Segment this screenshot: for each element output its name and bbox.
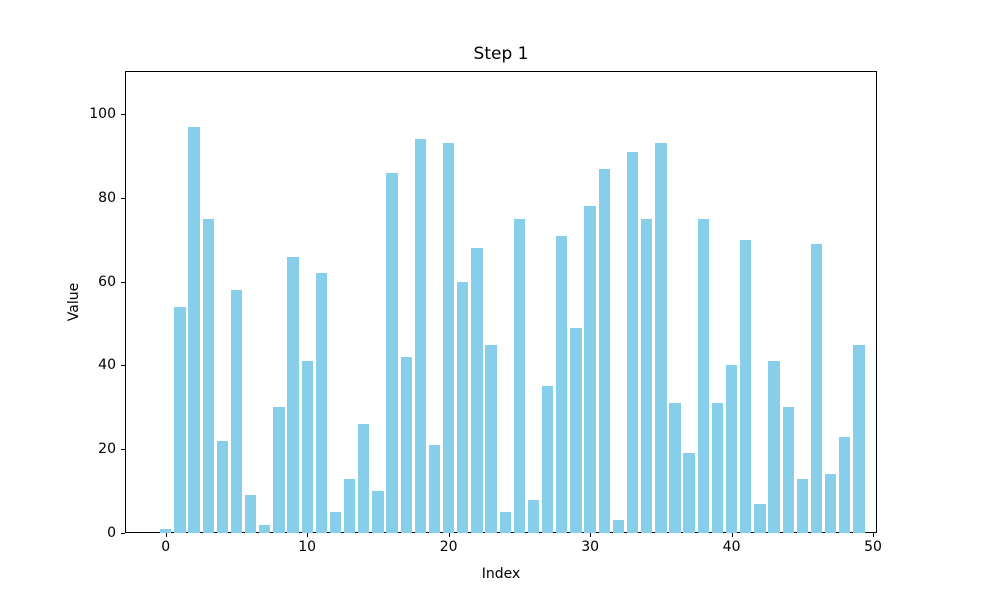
bar-32 (612, 520, 625, 533)
x-tick-label-10: 10 (298, 539, 317, 555)
bar-28 (556, 235, 568, 533)
bar-22 (471, 248, 483, 533)
y-tick-mark-0 (121, 533, 125, 534)
bar-34 (641, 218, 653, 533)
x-tick-mark-40 (731, 533, 733, 537)
bar-41 (740, 239, 752, 533)
bar-10 (301, 361, 313, 533)
x-tick-mark-50 (873, 533, 875, 537)
bar-39 (711, 403, 724, 533)
bar-35 (655, 143, 667, 533)
bar-45 (796, 478, 808, 533)
bar-44 (782, 407, 794, 533)
y-tick-label-0: 0 (107, 525, 116, 541)
bar-4 (216, 440, 228, 533)
x-tick-label-30: 30 (581, 539, 600, 555)
y-tick-label-60: 60 (98, 273, 116, 290)
bar-21 (457, 281, 469, 533)
bar-11 (315, 273, 327, 533)
bar-29 (570, 327, 582, 533)
bar-42 (754, 503, 766, 533)
bar-1 (174, 306, 186, 533)
bar-27 (542, 386, 554, 533)
bar-0 (160, 528, 172, 533)
bar-9 (287, 256, 299, 533)
y-axis-label: Value (66, 282, 82, 322)
x-tick-label-40: 40 (722, 539, 741, 555)
bar-38 (697, 218, 709, 533)
bar-33 (626, 151, 639, 533)
bar-23 (485, 344, 497, 533)
bar-13 (343, 478, 356, 533)
y-tick-label-20: 20 (98, 441, 116, 458)
bar-47 (824, 474, 837, 533)
x-tick-label-0: 0 (161, 539, 171, 555)
y-tick-mark-40 (121, 365, 125, 367)
bar-20 (443, 143, 455, 533)
x-tick-mark-10 (307, 533, 309, 537)
x-tick-mark-30 (590, 533, 592, 537)
bar-12 (329, 512, 342, 533)
y-tick-mark-60 (121, 281, 125, 283)
bar-46 (810, 244, 823, 533)
bar-5 (230, 290, 243, 533)
y-tick-label-100: 100 (89, 106, 116, 123)
plot-area: 0 10 20 30 40 50 0 20 40 60 80 100 (89, 71, 882, 555)
bar-26 (527, 499, 540, 533)
bar-17 (400, 357, 412, 533)
chart-title: Step 1 (473, 44, 529, 64)
x-axis-label: Index (481, 566, 521, 582)
bar-48 (839, 436, 851, 533)
bar-16 (386, 172, 398, 533)
bar-7 (259, 524, 271, 533)
x-tick-mark-20 (448, 533, 450, 537)
bar-37 (683, 453, 695, 533)
y-tick-mark-20 (121, 449, 125, 451)
bar-49 (853, 344, 865, 533)
x-tick-label-20: 20 (439, 539, 458, 555)
bar-18 (414, 139, 427, 533)
bar-36 (669, 403, 681, 533)
bar-25 (513, 218, 526, 533)
bar-6 (244, 495, 257, 533)
bar-43 (768, 361, 780, 533)
x-tick-mark-0 (165, 533, 167, 537)
bar-31 (598, 168, 610, 533)
bar-30 (584, 206, 596, 533)
bar-14 (358, 424, 370, 533)
y-tick-mark-100 (121, 114, 125, 116)
y-tick-mark-80 (121, 197, 125, 199)
bar-15 (372, 491, 384, 533)
bar-8 (273, 407, 285, 533)
y-tick-label-40: 40 (98, 357, 116, 374)
bar-19 (428, 445, 441, 533)
bar-3 (202, 218, 214, 533)
bar-24 (499, 512, 511, 533)
bar-2 (188, 126, 200, 533)
bar-40 (725, 365, 738, 533)
x-tick-label-50: 50 (864, 539, 882, 555)
y-tick-label-80: 80 (98, 189, 116, 206)
